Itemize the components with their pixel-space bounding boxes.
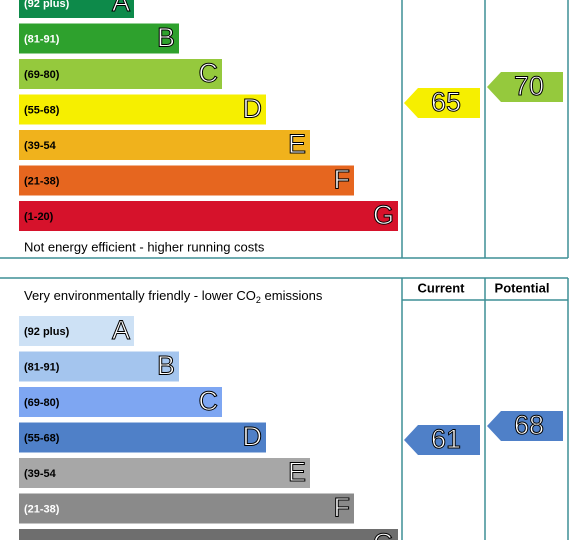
rating-range: (21-38) (24, 175, 60, 187)
rating-range: (39-54 (24, 140, 57, 152)
rating-bar (19, 529, 398, 540)
rating-letter: E (288, 457, 306, 487)
rating-arrow (404, 88, 480, 118)
rating-letter: E (288, 129, 306, 159)
rating-letter: F (334, 165, 351, 195)
column-header: Current (418, 280, 466, 295)
rating-bar (19, 94, 266, 125)
rating-value: 70 (514, 71, 544, 101)
rating-value: 65 (431, 87, 461, 117)
rating-letter: C (199, 58, 219, 88)
rating-range: (1-20) (24, 211, 54, 223)
rating-range: (81-91) (24, 361, 60, 373)
panel-header: Very environmentally friendly - lower CO… (24, 288, 323, 305)
rating-arrow (487, 72, 563, 102)
rating-bar (19, 351, 179, 382)
rating-bar (19, 59, 222, 89)
rating-letter: G (373, 528, 394, 540)
rating-bar (19, 201, 398, 231)
rating-letter: D (243, 422, 263, 452)
rating-value: 61 (431, 424, 461, 454)
rating-range: (39-54 (24, 468, 57, 480)
rating-range: (21-38) (24, 503, 60, 515)
rating-range: (55-68) (24, 104, 60, 116)
rating-letter: A (112, 315, 130, 345)
rating-value: 68 (514, 410, 544, 440)
rating-letter: D (243, 94, 263, 124)
rating-letter: A (112, 0, 130, 17)
header-text: Very environmentally friendly - lower CO (24, 288, 256, 303)
footer-text: Not energy efficient - higher running co… (24, 239, 265, 254)
rating-letter: F (334, 493, 351, 523)
rating-bar (19, 165, 354, 196)
header-subscript: 2 (256, 295, 261, 305)
rating-bar (19, 0, 134, 18)
rating-arrow (487, 411, 563, 441)
rating-bar (19, 316, 134, 346)
header-tail: emissions (261, 288, 323, 303)
rating-bar (19, 387, 222, 417)
rating-range: (92 plus) (24, 326, 70, 338)
rating-range: (69-80) (24, 69, 60, 81)
rating-range: (69-80) (24, 397, 60, 409)
rating-letter: B (157, 351, 175, 381)
column-header: Potential (495, 280, 550, 295)
rating-letter: C (199, 386, 219, 416)
rating-bar (19, 422, 266, 453)
rating-bar (19, 458, 310, 488)
rating-letter: B (157, 23, 175, 53)
rating-arrow (404, 425, 480, 455)
rating-range: (55-68) (24, 432, 60, 444)
rating-range: (92 plus) (24, 0, 70, 10)
rating-bar (19, 493, 354, 524)
rating-bar (19, 23, 179, 54)
rating-range: (81-91) (24, 33, 60, 45)
rating-letter: G (373, 200, 394, 230)
rating-bar (19, 130, 310, 160)
